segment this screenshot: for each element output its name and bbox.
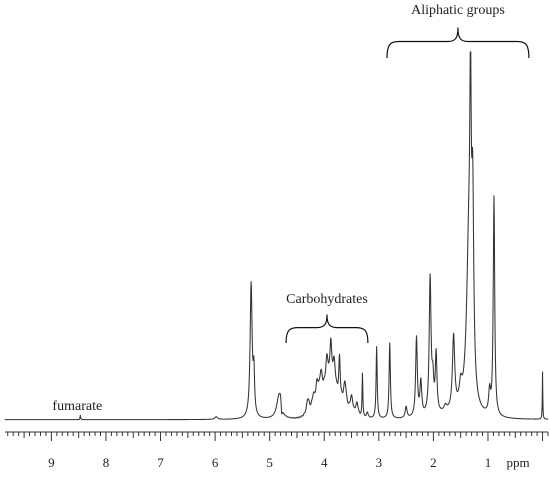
x-tick-label-4: 4 [321,455,328,470]
brace-carbohydrates [285,314,369,344]
x-tick-label-6: 6 [212,455,219,470]
x-tick-label-9: 9 [48,455,55,470]
annotation-fumarate: fumarate [52,399,102,414]
spectrum-layer [4,51,549,421]
annotation-carbohydrates: Carbohydrates [286,292,368,307]
x-tick-label-5: 5 [266,455,273,470]
brace-aliphatic-groups [386,27,530,59]
annotation-layer: fumarate Carbohydrates Aliphatic groups [52,3,530,414]
spectrum-trace [4,51,549,421]
x-tick-label-2: 2 [430,455,437,470]
annotation-aliphatic-groups: Aliphatic groups [411,3,505,18]
x-tick-label-7: 7 [157,455,164,470]
x-axis: 9 8 7 6 5 4 3 2 1 ppm [5,431,549,470]
x-tick-label-1: 1 [485,455,492,470]
x-axis-unit-label: ppm [506,455,529,470]
x-tick-label-3: 3 [376,455,383,470]
x-tick-label-8: 8 [103,455,110,470]
